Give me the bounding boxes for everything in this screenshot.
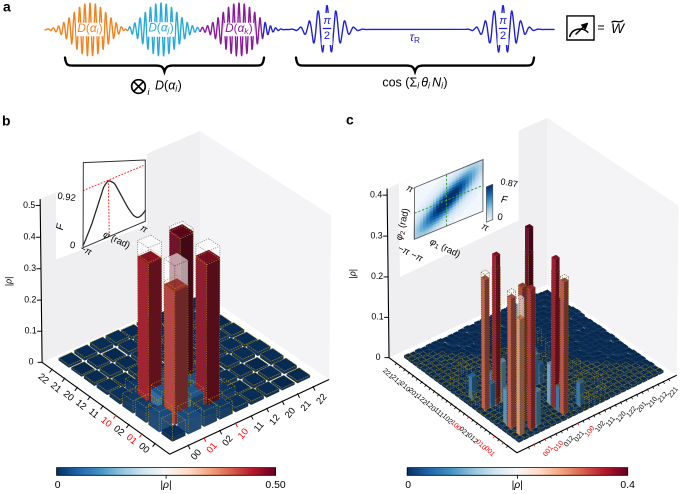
svg-text:W: W [611, 20, 626, 36]
svg-text:i: i [147, 87, 150, 97]
svg-text:0.4: 0.4 [370, 189, 382, 199]
svg-text:0: 0 [55, 480, 61, 491]
svg-text:||ρ: ||ρ [160, 480, 171, 491]
svg-text:2: 2 [324, 30, 330, 42]
svg-text:π: π [138, 223, 149, 236]
svg-text:−π: −π [409, 250, 425, 265]
svg-text:0.4: 0.4 [23, 231, 35, 241]
svg-text:−π: −π [396, 243, 412, 258]
svg-text:π: π [480, 221, 491, 234]
svg-text:π: π [499, 15, 507, 27]
svg-text:0: 0 [376, 352, 381, 362]
svg-text:2: 2 [500, 30, 506, 42]
svg-text:=: = [597, 21, 604, 35]
svg-text:Dα()j: Dα()j [148, 20, 173, 35]
svg-text:φ1 (rad): φ1 (rad) [428, 236, 462, 261]
svg-text:0.4: 0.4 [620, 480, 635, 491]
svg-text:0.50: 0.50 [265, 480, 285, 491]
svg-text:||ρ: ||ρ [347, 269, 357, 279]
svg-text:0.3: 0.3 [370, 230, 382, 240]
svg-text:0.2: 0.2 [371, 271, 383, 281]
svg-text:0: 0 [405, 480, 411, 491]
svg-text:π: π [404, 183, 415, 196]
svg-text:Dα()k: Dα()k [225, 21, 253, 36]
svg-text:F: F [500, 194, 509, 206]
svg-text:φ (rad): φ (rad) [101, 229, 132, 251]
svg-text:0.1: 0.1 [25, 326, 37, 336]
svg-text:F: F [55, 222, 67, 231]
svg-text:0.3: 0.3 [24, 263, 36, 273]
svg-text:0.87: 0.87 [500, 176, 519, 189]
svg-text:0: 0 [69, 240, 76, 252]
svg-text:0.1: 0.1 [371, 312, 383, 322]
svg-text:0.5: 0.5 [23, 200, 35, 210]
svg-text:φ2 (rad): φ2 (rad) [394, 207, 413, 241]
svg-text:0.92: 0.92 [57, 191, 77, 204]
svg-text:Dα()i: Dα()i [77, 21, 102, 36]
svg-text:−π: −π [78, 243, 94, 258]
svg-text:0: 0 [496, 212, 503, 224]
svg-text:π: π [323, 15, 331, 27]
svg-text:b: b [2, 113, 10, 129]
svg-text:||ρ: ||ρ [3, 277, 13, 287]
svg-text:Dα()i: Dα()i [155, 79, 182, 94]
svg-text:||ρ: ||ρ [512, 480, 523, 491]
svg-text:0: 0 [29, 357, 34, 367]
svg-text:0.2: 0.2 [24, 294, 36, 304]
svg-text:a: a [3, 0, 11, 15]
svg-text:τR: τR [410, 30, 420, 45]
svg-text:c: c [346, 112, 354, 128]
